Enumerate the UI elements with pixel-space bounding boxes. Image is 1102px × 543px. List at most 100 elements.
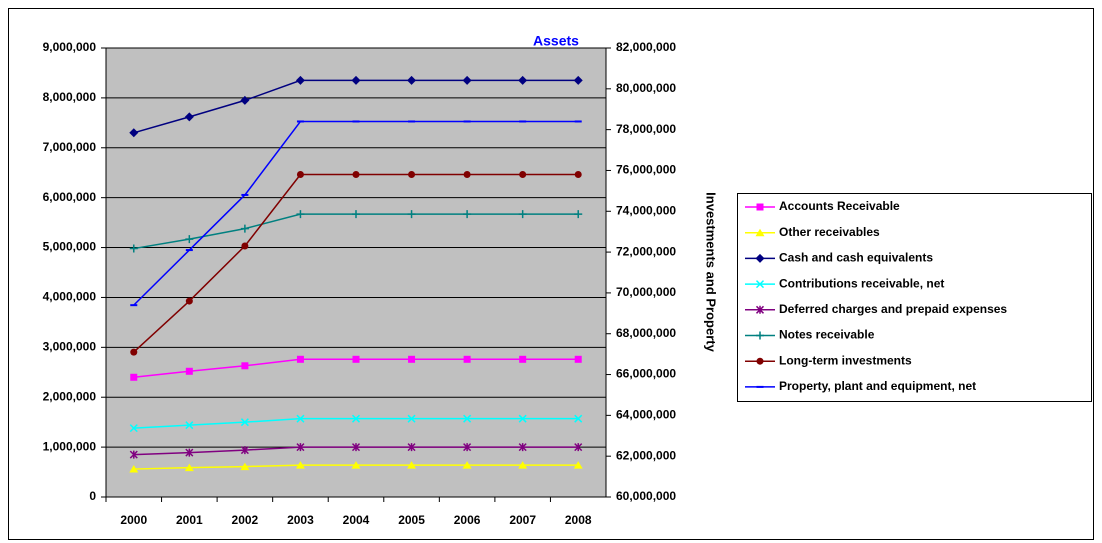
marker [130,373,138,381]
marker [756,331,764,340]
marker [462,75,472,85]
marker [574,414,583,423]
y-tick-label: 1,000,000 [43,439,97,453]
marker [129,244,138,253]
y-tick-label: 2,000,000 [43,389,97,403]
y2-tick-label: 72,000,000 [616,244,676,258]
marker [352,120,360,123]
marker [574,210,583,219]
y-tick-label: 0 [89,489,96,503]
marker [574,120,582,123]
marker [407,414,416,423]
chart-title: Assets [533,33,579,49]
x-tick-label: 2002 [232,513,259,527]
y-tick-label: 6,000,000 [43,190,97,204]
marker [185,367,193,375]
marker [463,171,471,179]
marker [463,443,472,452]
marker [185,249,193,252]
marker [463,120,471,123]
marker [408,120,416,123]
marker [352,355,360,363]
legend-label: Property, plant and equipment, net [779,379,976,393]
marker [462,461,472,469]
marker [519,355,527,363]
y2-tick-label: 68,000,000 [616,326,676,340]
marker [755,305,765,314]
marker [240,446,249,455]
marker [129,424,138,433]
marker [296,355,304,363]
marker [184,463,194,472]
marker [296,443,305,452]
legend-label: Other receivables [779,225,880,239]
legend-label: Contributions receivable, net [779,276,944,290]
marker [296,171,304,179]
marker [130,348,138,356]
y2-tick-label: 78,000,000 [616,122,676,136]
marker [518,210,527,219]
marker [756,357,764,365]
x-tick-label: 2008 [565,513,592,527]
x-tick-label: 2000 [120,513,147,527]
y2-tick-label: 70,000,000 [616,285,676,299]
marker [574,443,583,452]
marker [185,297,193,305]
y2-tick-label: 82,000,000 [616,40,676,54]
y2-tick-label: 66,000,000 [616,367,676,381]
y-tick-label: 3,000,000 [43,340,97,354]
x-tick-label: 2007 [509,513,536,527]
marker [241,242,249,250]
marker [574,355,582,363]
marker [519,171,527,179]
marker [241,193,249,196]
marker [755,253,765,263]
y-tick-label: 5,000,000 [43,240,97,254]
marker [240,224,249,233]
marker [519,120,527,123]
marker [518,443,527,452]
y-tick-label: 8,000,000 [43,90,97,104]
marker [130,304,138,307]
marker [295,461,305,469]
marker [351,414,361,423]
legend-label: Notes receivable [779,328,875,342]
legend-label: Cash and cash equivalents [779,251,933,265]
marker [756,385,764,388]
marker [463,355,471,363]
marker [573,461,583,469]
y2-tick-label: 64,000,000 [616,408,676,422]
marker [240,95,250,105]
marker [184,112,194,122]
legend [737,193,1092,402]
marker [185,421,194,430]
legend-label: Long-term investments [779,353,912,367]
marker [352,171,360,179]
y2-tick-label: 74,000,000 [616,203,676,217]
marker [185,235,194,244]
y2-tick-label: 60,000,000 [616,489,676,503]
marker [351,75,361,85]
marker [295,75,305,85]
marker [573,75,583,85]
marker [240,418,249,427]
marker [518,414,527,423]
marker [574,171,582,179]
y2-tick-label: 76,000,000 [616,163,676,177]
y2-tick-label: 80,000,000 [616,81,676,95]
marker [407,443,416,452]
x-tick-label: 2004 [343,513,370,527]
y-tick-label: 4,000,000 [43,290,97,304]
marker [407,461,417,469]
legend-label: Accounts Receivable [779,199,900,213]
y2-tick-label: 62,000,000 [616,448,676,462]
marker [351,461,361,469]
marker [408,171,416,179]
marker [129,450,138,459]
marker [407,75,417,85]
marker [463,210,472,219]
legend-label: Deferred charges and prepaid expenses [779,302,1007,316]
marker [296,414,305,423]
marker [756,203,764,211]
marker [352,210,360,219]
